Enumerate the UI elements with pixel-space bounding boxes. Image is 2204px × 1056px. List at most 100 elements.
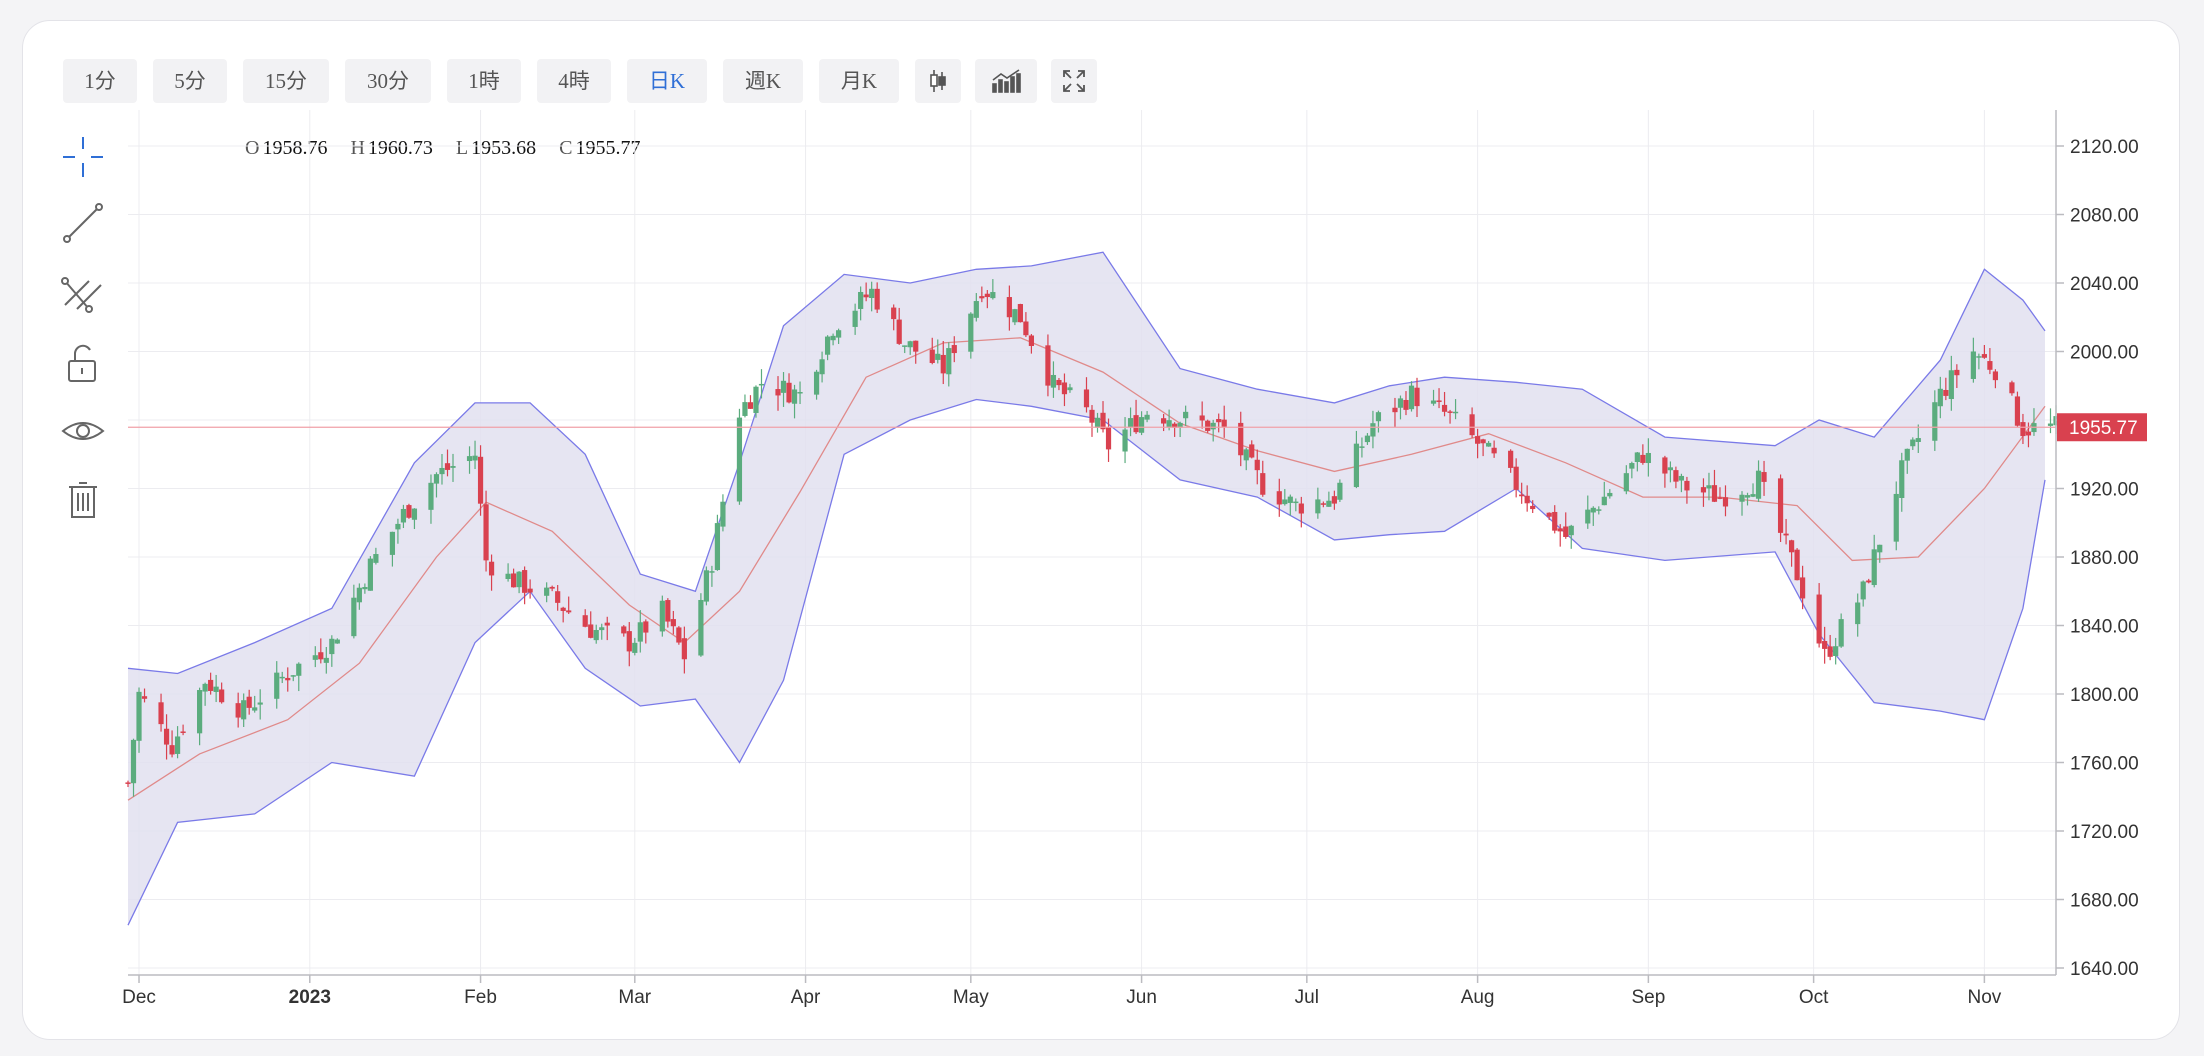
- candle-body: [1254, 459, 1260, 471]
- candle-body: [1750, 494, 1756, 497]
- candle-body: [1216, 419, 1222, 423]
- candle-body: [1860, 581, 1866, 600]
- lower-band-line: [127, 398, 2046, 926]
- candle-body: [323, 657, 329, 663]
- ohlc-open: O 1958.76: [245, 137, 328, 159]
- candle-body: [197, 690, 203, 734]
- ohlc-readout: O 1958.76 H 1960.73 L 1953.68 C 1955.77: [245, 137, 658, 160]
- candle-body: [1601, 496, 1607, 506]
- candle-body: [136, 691, 142, 741]
- candle-body: [505, 573, 511, 580]
- candle-body: [973, 301, 979, 318]
- candle-body: [141, 696, 148, 699]
- candle-body: [626, 631, 632, 652]
- candle-body: [1183, 411, 1189, 419]
- tab-timeframe-6[interactable]: 4時: [537, 59, 611, 103]
- x-tick-label: 2023: [289, 987, 331, 1008]
- eye-icon[interactable]: [59, 407, 107, 455]
- trash-icon[interactable]: [59, 475, 107, 523]
- candle-body: [1475, 436, 1481, 444]
- candle-body: [1524, 495, 1530, 504]
- tab-timeframe-8[interactable]: 週K: [723, 59, 803, 103]
- candlestick-type-icon[interactable]: [915, 59, 961, 103]
- candle-body: [1783, 533, 1789, 536]
- candle-body: [1607, 492, 1613, 497]
- candle-body: [1083, 389, 1090, 408]
- candle-body: [929, 349, 935, 363]
- y-tick-label: 2000.00: [2070, 343, 2139, 364]
- candle-body: [356, 587, 362, 603]
- candle-body: [676, 627, 682, 643]
- candle-body: [604, 622, 610, 626]
- candle-body: [747, 402, 754, 409]
- candle-body: [1243, 449, 1249, 461]
- candle-body: [1552, 511, 1558, 531]
- crosshair-icon[interactable]: [59, 133, 107, 181]
- candle-body: [665, 600, 671, 622]
- lock-icon[interactable]: [59, 339, 107, 387]
- x-tick-label: Jun: [1126, 987, 1157, 1008]
- candle-body: [1992, 371, 1999, 381]
- candle-body: [1717, 497, 1723, 499]
- candle-body: [714, 523, 721, 571]
- candle-body: [896, 319, 902, 344]
- candle-body: [703, 570, 709, 602]
- candle-body: [852, 310, 858, 327]
- candle-body: [1067, 387, 1073, 391]
- candle-body: [830, 335, 836, 341]
- ohlc-open-value: 1958.76: [262, 137, 328, 159]
- candle-body: [1634, 452, 1640, 463]
- candle-body: [780, 380, 787, 393]
- x-tick-label: Apr: [791, 987, 821, 1008]
- candle-body: [869, 288, 875, 299]
- candle-body: [1530, 505, 1536, 510]
- candle-body: [1282, 499, 1288, 505]
- candle-body: [400, 508, 407, 523]
- parallel-lines-icon[interactable]: [59, 269, 107, 317]
- tab-timeframe-9[interactable]: 月K: [819, 59, 899, 103]
- candle-body: [984, 293, 990, 298]
- ohlc-close: C 1955.77: [559, 137, 641, 159]
- candle-body: [946, 348, 952, 375]
- candle-body: [1486, 442, 1492, 447]
- candle-body: [1744, 495, 1751, 498]
- candle-body: [1877, 544, 1883, 553]
- upper-band-line: [127, 251, 2046, 675]
- candle-body: [1590, 507, 1596, 513]
- tab-timeframe-1[interactable]: 1分: [63, 59, 137, 103]
- candle-body: [1596, 509, 1602, 511]
- x-tick-label: Aug: [1461, 987, 1495, 1008]
- x-tick-label: Jul: [1295, 987, 1319, 1008]
- line-tool-icon[interactable]: [59, 199, 107, 247]
- candle-body: [511, 573, 517, 588]
- candle-body: [824, 336, 831, 355]
- candle-body: [290, 675, 296, 677]
- candle-body: [951, 345, 957, 354]
- candle-body: [1563, 526, 1569, 537]
- candle-body: [174, 736, 181, 754]
- tab-timeframe-2[interactable]: 5分: [153, 59, 227, 103]
- candle-body: [813, 371, 820, 395]
- candle-body: [1320, 503, 1326, 505]
- tab-timeframe-4[interactable]: 30分: [345, 59, 431, 103]
- tab-timeframe-3[interactable]: 15分: [243, 59, 329, 103]
- candle-body: [329, 638, 335, 655]
- candle-body: [1249, 444, 1255, 458]
- candle-body: [241, 700, 247, 720]
- candle-body: [351, 597, 357, 637]
- candle-body: [1866, 580, 1872, 583]
- tab-timeframe-7[interactable]: 日K: [627, 59, 707, 103]
- indicator-icon[interactable]: [975, 59, 1037, 103]
- x-tick-label: Nov: [1967, 987, 2001, 1008]
- tab-timeframe-5[interactable]: 1時: [447, 59, 521, 103]
- candle-body: [1976, 356, 1982, 358]
- candle-body: [1023, 321, 1029, 336]
- candle-body: [1480, 439, 1486, 444]
- x-tick-label: Dec: [122, 987, 156, 1008]
- candle-body: [1166, 420, 1172, 428]
- candle-body: [246, 696, 252, 708]
- candle-body: [1430, 400, 1437, 404]
- fullscreen-icon[interactable]: [1051, 59, 1097, 103]
- candle-body: [1144, 414, 1150, 420]
